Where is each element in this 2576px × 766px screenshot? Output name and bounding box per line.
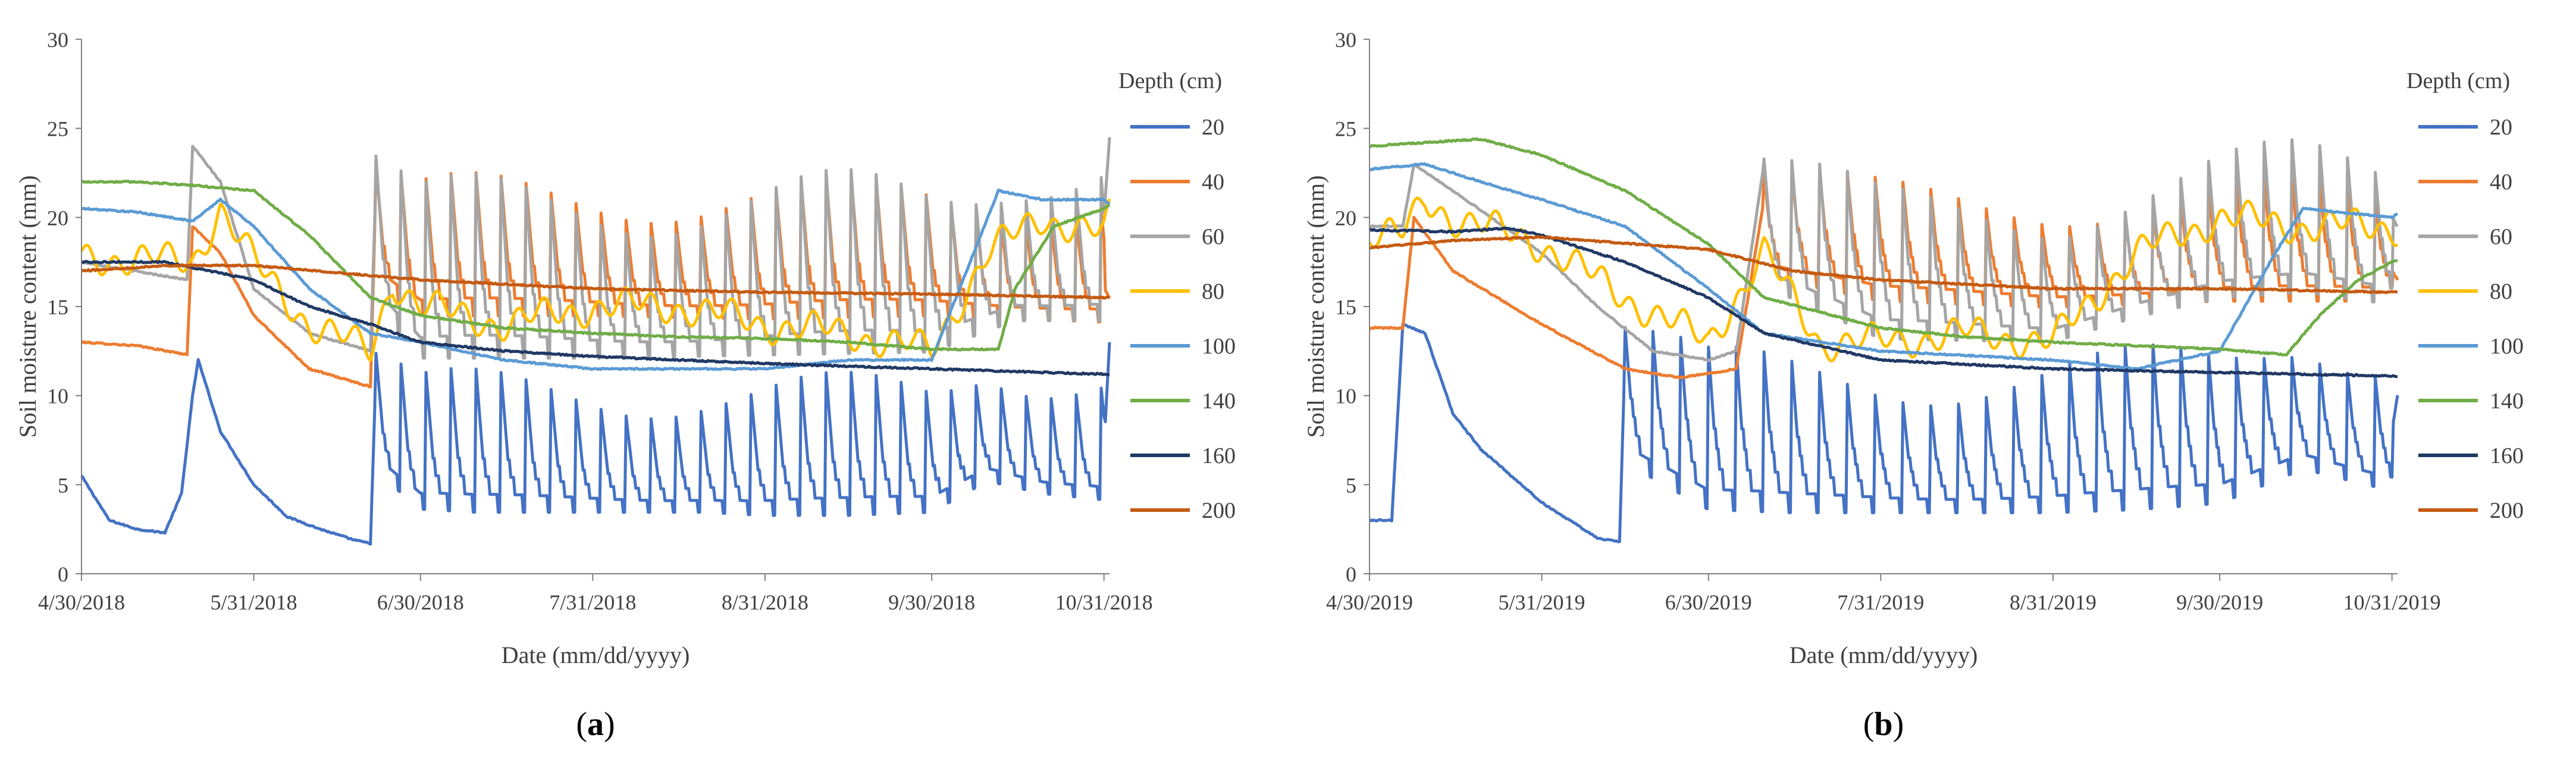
x-tick-label: 8/31/2018 (722, 590, 808, 614)
series-line-depth-160 (80, 259, 1110, 377)
legend-label-40: 40 (1202, 170, 1224, 195)
legend-label-140: 140 (1202, 389, 1236, 414)
line-chart-b: 0 5 10 15 20 25 30 4/30/2019 5/31/2019 6/30/2019 7… (1302, 28, 2524, 743)
x-tick-label: 4/30/2019 (1326, 590, 1413, 614)
series-line-depth-140 (1368, 137, 2398, 357)
panel-caption: (b) (1863, 706, 1904, 743)
y-axis-title: Soil moisture content (mm) (14, 175, 41, 437)
x-tick-label: 5/31/2018 (211, 590, 297, 614)
series-line-depth-40 (1369, 169, 2399, 380)
y-axis-title: Soil moisture content (mm) (1302, 175, 1329, 437)
y-tick-label: 0 (1346, 562, 1356, 586)
legend-label-80: 80 (1202, 279, 1224, 304)
legend-label-200: 200 (2490, 498, 2524, 523)
y-tick-label: 25 (1335, 117, 1356, 141)
x-tick-label: 7/31/2018 (549, 590, 636, 614)
x-tick-label: 10/31/2018 (1055, 590, 1153, 614)
x-tick-label: 7/31/2019 (1837, 590, 1924, 614)
panel-caption: (a) (576, 706, 615, 743)
y-tick-label: 10 (47, 384, 68, 408)
y-tick-label: 25 (47, 117, 68, 141)
series-line-depth-20 (1368, 322, 2399, 543)
x-tick-label: 9/30/2018 (888, 590, 975, 614)
chart-panel-a: 0 5 10 15 20 25 30 4/30/2018 5/31/2018 6/30/2018 7… (14, 28, 1236, 743)
series-line-depth-20 (80, 342, 1111, 546)
legend-label-140: 140 (2490, 389, 2524, 414)
y-tick-label: 20 (1335, 206, 1356, 230)
legend: Depth (cm) 20 40 60 80 100 140 160 200 (2406, 68, 2524, 523)
y-tick-label: 15 (1335, 295, 1356, 319)
legend-label-20: 20 (1202, 115, 1224, 140)
series-line-depth-60 (81, 137, 1111, 360)
series-line-depth-100 (81, 188, 1111, 371)
legend: Depth (cm) 20 40 60 80 100 140 160 200 (1118, 68, 1236, 523)
x-tick-label: 6/30/2018 (377, 590, 464, 614)
y-tick-label: 30 (47, 28, 68, 52)
legend-label-60: 60 (1202, 224, 1224, 249)
x-tick-label: 8/31/2019 (2010, 590, 2096, 614)
y-tick-label: 15 (47, 295, 68, 319)
y-tick-label: 5 (1346, 473, 1356, 497)
y-tick-label: 30 (1335, 28, 1356, 52)
series-line-depth-100 (1369, 162, 2399, 371)
x-axis-title: Date (mm/dd/yyyy) (502, 642, 690, 668)
legend-label-20: 20 (2490, 115, 2512, 140)
legend-label-80: 80 (2490, 279, 2512, 304)
legend-label-40: 40 (2490, 170, 2512, 195)
series-line-depth-200 (1369, 235, 2398, 295)
legend-label-100: 100 (2490, 334, 2524, 359)
x-tick-label: 5/31/2019 (1499, 590, 1585, 614)
series-line-depth-140 (81, 179, 1111, 352)
legend-label-160: 160 (2490, 443, 2524, 468)
legend-label-60: 60 (2490, 224, 2512, 249)
series-line-depth-80 (1368, 196, 2399, 362)
legend-title: Depth (cm) (2406, 68, 2510, 93)
y-tick-label: 5 (58, 473, 68, 497)
x-tick-label: 4/30/2018 (38, 590, 125, 614)
plot-area (1368, 137, 2399, 543)
x-tick-label: 6/30/2019 (1665, 590, 1752, 614)
x-axis-title: Date (mm/dd/yyyy) (1790, 642, 1978, 668)
y-tick-label: 0 (58, 562, 68, 586)
x-tick-label: 9/30/2019 (2176, 590, 2263, 614)
chart-panel-b: 0 5 10 15 20 25 30 4/30/2019 5/31/2019 6/30/2019 7… (1288, 0, 2576, 766)
legend-label-100: 100 (1202, 334, 1236, 359)
y-tick-label: 20 (47, 206, 68, 230)
series-line-depth-160 (1368, 226, 2398, 379)
legend-title: Depth (cm) (1118, 68, 1222, 93)
y-tick-label: 10 (1335, 384, 1356, 408)
series-line-depth-200 (81, 263, 1111, 300)
x-tick-label: 10/31/2019 (2343, 590, 2441, 614)
legend-label-160: 160 (1202, 443, 1236, 468)
plot-area (80, 137, 1111, 546)
legend-label-200: 200 (1202, 498, 1236, 523)
line-chart-a: 0 5 10 15 20 25 30 4/30/2018 5/31/2018 6/30/2018 7… (14, 28, 1236, 743)
